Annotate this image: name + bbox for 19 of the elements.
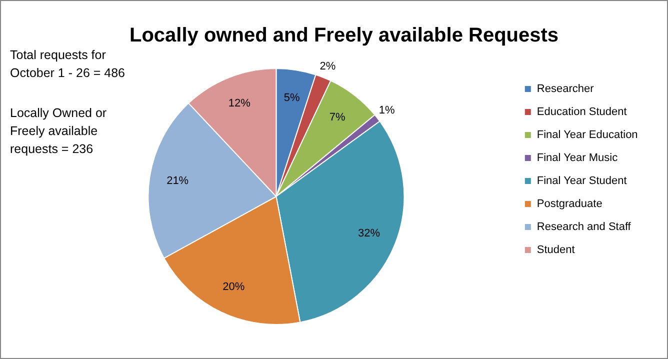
data-label: 7% — [329, 112, 346, 124]
data-label: 12% — [228, 98, 251, 110]
data-label: 2% — [320, 60, 336, 72]
text: Locally Owned or Freely available requests = 236 — [10, 105, 108, 158]
legend-label: Student — [536, 244, 575, 256]
legend-label: Research and Staff — [536, 221, 632, 234]
legend-label: Final Year Music — [536, 152, 618, 164]
legend-label: Postgraduate — [536, 198, 602, 210]
legend-label: Final Year Education — [536, 129, 638, 142]
data-label: 20% — [222, 280, 245, 293]
legend-label: Researcher — [536, 83, 594, 96]
legend-label: Education Student — [536, 106, 627, 118]
text: Total requests for October 1 - 26 = 486 — [10, 47, 126, 82]
data-label: 21% — [166, 174, 189, 187]
data-label: 1% — [378, 104, 395, 117]
chart-title: Locally owned and Freely available Requests — [129, 24, 559, 47]
data-label: 5% — [284, 92, 300, 104]
data-label: 32% — [358, 227, 380, 240]
legend-label: Final Year Student — [536, 175, 627, 188]
